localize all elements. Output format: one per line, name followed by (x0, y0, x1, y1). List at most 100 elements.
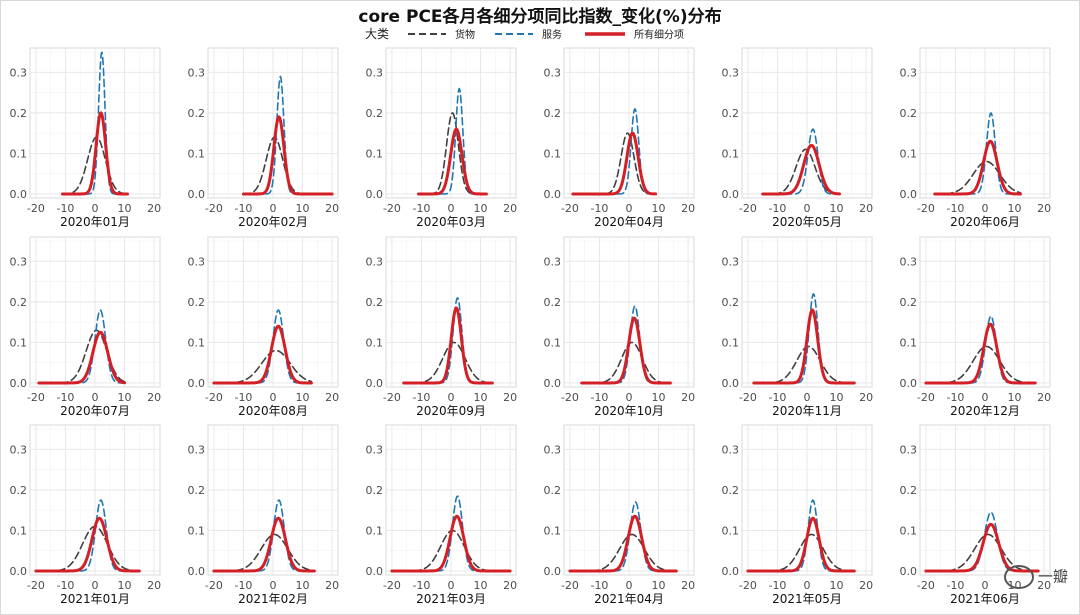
x-tick-label: 0 (92, 579, 99, 592)
y-tick-label: 0.0 (188, 565, 206, 578)
y-tick-label: 0.0 (188, 377, 206, 390)
y-tick-label: 0.3 (10, 443, 28, 456)
y-tick-label: 0.2 (544, 107, 562, 120)
x-tick-label: -10 (56, 391, 74, 404)
facet-panel: 0.0 0.1 0.2 0.3 -20 -10 0 10 20 2020年12月 (900, 236, 1051, 418)
facet-label: 2021年06月 (950, 592, 1020, 606)
x-tick-label: -10 (412, 579, 430, 592)
x-tick-label: -20 (205, 391, 223, 404)
x-tick-label: 10 (652, 579, 666, 592)
x-tick-label: -10 (412, 202, 430, 215)
x-tick-label: 10 (296, 579, 310, 592)
x-tick-label: 20 (503, 391, 517, 404)
x-tick-label: -10 (768, 579, 786, 592)
facet-panel: 0.0 0.1 0.2 0.3 -20 -10 0 10 20 2021年04月 (544, 424, 695, 606)
facet-label: 2020年11月 (772, 404, 842, 418)
facet-label: 2020年12月 (950, 404, 1020, 418)
y-tick-label: 0.1 (188, 336, 206, 349)
x-tick-label: -20 (739, 391, 757, 404)
x-tick-label: 10 (830, 579, 844, 592)
facet-label: 2020年08月 (238, 404, 308, 418)
x-tick-label: -10 (768, 202, 786, 215)
facet-label: 2021年04月 (594, 592, 664, 606)
x-tick-label: -20 (561, 579, 579, 592)
facet-label: 2020年05月 (772, 215, 842, 229)
all-items-density-line (571, 131, 658, 196)
y-tick-label: 0.3 (900, 255, 918, 268)
x-tick-label: 20 (147, 579, 161, 592)
x-tick-label: 20 (1037, 202, 1051, 215)
y-tick-label: 0.2 (10, 296, 28, 309)
x-tick-label: 20 (681, 579, 695, 592)
y-tick-label: 0.0 (722, 188, 740, 201)
watermark-logo-icon (1003, 565, 1034, 589)
y-tick-label: 0.3 (900, 66, 918, 79)
facet-panel: 0.0 0.1 0.2 0.3 -20 -10 0 10 20 2020年08月 (188, 236, 339, 418)
x-tick-label: -20 (917, 391, 935, 404)
y-tick-label: 0.3 (188, 66, 206, 79)
x-tick-label: 10 (652, 202, 666, 215)
x-tick-label: 0 (92, 391, 99, 404)
y-tick-label: 0.0 (10, 565, 28, 578)
facet-panel: 0.0 0.1 0.2 0.3 -20 -10 0 10 20 2021年03月 (366, 424, 517, 606)
facet-label: 2021年03月 (416, 592, 486, 606)
x-tick-label: 20 (325, 579, 339, 592)
x-tick-label: 0 (270, 391, 277, 404)
y-tick-label: 0.1 (366, 336, 384, 349)
x-tick-label: 10 (830, 391, 844, 404)
facet-panel: 0.0 0.1 0.2 0.3 -20 -10 0 10 20 2020年06月 (900, 47, 1051, 229)
y-tick-label: 0.1 (188, 147, 206, 160)
all-items-density-line (933, 139, 1022, 196)
y-tick-label: 0.0 (188, 188, 206, 201)
facet-panel: 0.0 0.1 0.2 0.3 -20 -10 0 10 20 2020年10月 (544, 236, 695, 418)
x-tick-label: 10 (296, 202, 310, 215)
x-tick-label: 0 (982, 579, 989, 592)
y-tick-label: 0.2 (900, 484, 918, 497)
x-tick-label: -10 (768, 391, 786, 404)
y-tick-label: 0.2 (188, 484, 206, 497)
x-tick-label: 20 (147, 202, 161, 215)
x-tick-label: 10 (1008, 202, 1022, 215)
y-tick-label: 0.0 (544, 188, 562, 201)
y-tick-label: 0.3 (366, 66, 384, 79)
x-tick-label: 0 (804, 391, 811, 404)
y-tick-label: 0.1 (900, 524, 918, 537)
x-tick-label: 20 (503, 579, 517, 592)
x-tick-label: 20 (681, 391, 695, 404)
x-tick-label: 0 (448, 391, 455, 404)
y-tick-label: 0.2 (10, 107, 28, 120)
x-tick-label: -10 (412, 391, 430, 404)
y-tick-label: 0.1 (900, 336, 918, 349)
x-tick-label: 10 (830, 202, 844, 215)
y-tick-label: 0.3 (722, 443, 740, 456)
all-items-density-line (761, 143, 841, 196)
facet-panel: 0.0 0.1 0.2 0.3 -20 -10 0 10 20 2020年03月 (366, 47, 517, 229)
x-tick-label: -20 (739, 202, 757, 215)
x-tick-label: 0 (804, 202, 811, 215)
y-tick-label: 0.2 (722, 296, 740, 309)
y-tick-label: 0.0 (366, 188, 384, 201)
y-tick-label: 0.2 (366, 107, 384, 120)
x-tick-label: -20 (917, 202, 935, 215)
facet-label: 2020年03月 (416, 215, 486, 229)
y-tick-label: 0.0 (900, 565, 918, 578)
x-tick-label: -20 (917, 579, 935, 592)
facet-label: 2021年01月 (60, 592, 130, 606)
x-tick-label: -20 (205, 579, 223, 592)
x-tick-label: 10 (118, 579, 132, 592)
facet-label: 2020年04月 (594, 215, 664, 229)
x-tick-label: -20 (383, 202, 401, 215)
x-tick-label: 10 (474, 391, 488, 404)
x-tick-label: 0 (448, 579, 455, 592)
x-tick-label: 10 (118, 391, 132, 404)
x-tick-label: 20 (147, 391, 161, 404)
y-tick-label: 0.2 (722, 107, 740, 120)
x-tick-label: -20 (561, 391, 579, 404)
legend-label-all: 所有细分项 (634, 28, 684, 41)
x-tick-label: -10 (946, 202, 964, 215)
x-tick-label: -10 (56, 579, 74, 592)
y-tick-label: 0.2 (544, 296, 562, 309)
y-tick-label: 0.0 (544, 565, 562, 578)
facet-panels: 0.0 0.1 0.2 0.3 -20 -10 0 10 20 2020年01月 0.0 0.1 0.2… (10, 47, 1051, 606)
